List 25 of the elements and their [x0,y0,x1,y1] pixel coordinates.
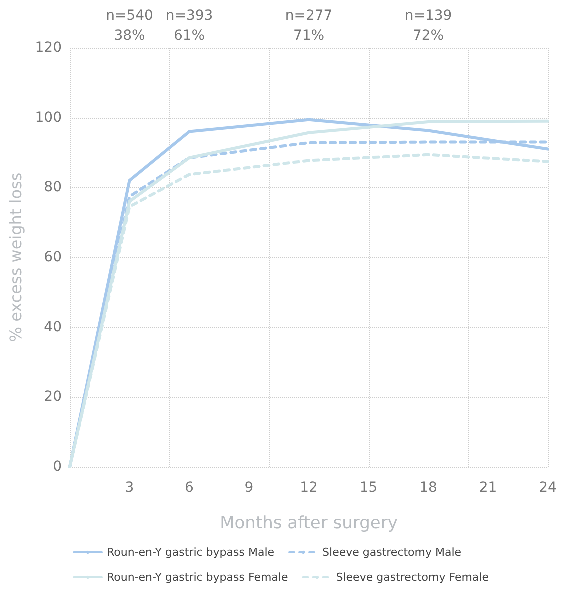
legend-label: Sleeve gastrectomy Female [336,571,490,584]
x-tick-label: 18 [420,480,438,496]
legend-label: Roun-en-Y gastric bypass Male [107,546,275,559]
y-tick-label: 100 [35,110,62,126]
x-axis-title: Months after surgery [220,514,398,534]
text: n=540 38% [106,8,154,44]
text: n=277 71% [285,8,333,44]
x-tick-label: 12 [300,480,318,496]
text: n=393 61% [166,8,214,44]
legend-label: Roun-en-Y gastric bypass Female [107,571,288,584]
legend-label: Sleeve gastrectomy Male [322,546,462,559]
y-axis-title: % excess weight loss [6,172,26,342]
y-tick-label: 120 [35,40,62,56]
y-tick-label: 20 [44,389,62,406]
x-tick-label: 6 [185,480,194,496]
y-tick-label: 0 [53,459,62,475]
x-tick-label: 9 [244,480,254,496]
x-tick-label: 3 [125,480,134,496]
y-tick-label: 60 [44,250,62,266]
x-tick-label: 15 [360,480,378,496]
x-tick-label: 24 [539,480,557,496]
y-tick-label: 40 [44,319,62,336]
y-tick-label: 80 [44,180,62,196]
x-tick-label: 21 [479,480,498,496]
text: n=139 72% [404,8,452,44]
